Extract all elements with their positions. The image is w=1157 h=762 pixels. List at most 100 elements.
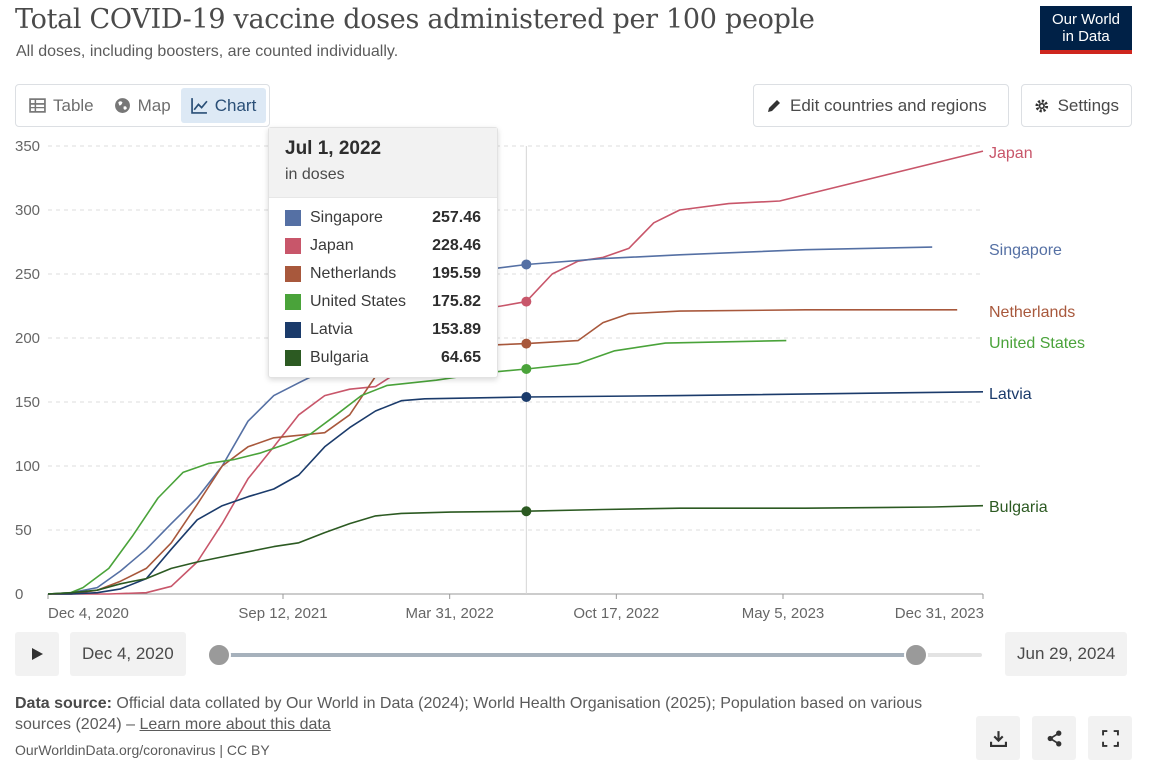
hover-point (521, 296, 532, 307)
table-icon (29, 98, 46, 113)
share-button[interactable] (1032, 716, 1076, 760)
series-end-label: Singapore (989, 242, 1062, 259)
timeline-start-date[interactable]: Dec 4, 2020 (70, 632, 186, 676)
data-source-text: Official data collated by Our World in D… (15, 695, 923, 733)
series-line-united-states (47, 339, 787, 595)
tooltip-series-value: 257.46 (432, 209, 481, 226)
y-tick-label: 0 (15, 586, 23, 603)
tooltip-unit: in doses (285, 166, 345, 183)
tooltip-series-value: 153.89 (432, 321, 481, 338)
chart-title: Total COVID-19 vaccine doses administere… (15, 4, 815, 35)
fullscreen-icon (1101, 729, 1119, 747)
line-chart-icon (190, 98, 208, 114)
tooltip-series-name: Bulgaria (310, 349, 369, 366)
series-line-bulgaria (47, 504, 984, 595)
timeline-slider[interactable] (207, 643, 982, 667)
timeline-start-handle[interactable] (207, 643, 231, 667)
x-tick-label: May 5, 2023 (742, 605, 825, 622)
x-tick-label: Dec 4, 2020 (48, 605, 129, 622)
chart-subtitle: All doses, including boosters, are count… (16, 43, 399, 60)
tooltip-series-value: 228.46 (432, 237, 481, 254)
timeline-track-selected (219, 653, 916, 657)
logo-line-2: in Data (1062, 28, 1110, 45)
tooltip-swatch (285, 238, 301, 254)
tooltip-row: Bulgaria 64.65 (285, 344, 481, 372)
series-end-label: Japan (989, 145, 1033, 162)
tooltip-row: Singapore 257.46 (285, 204, 481, 232)
tooltip-series-name: Netherlands (310, 265, 397, 282)
download-button[interactable] (976, 716, 1020, 760)
tooltip-swatch (285, 294, 301, 310)
tooltip-row: United States 175.82 (285, 288, 481, 316)
series-line-netherlands (48, 309, 958, 595)
edit-countries-label: Edit countries and regions (790, 95, 987, 115)
series-line-singapore (47, 246, 933, 595)
tab-table[interactable]: Table (19, 88, 104, 123)
play-button[interactable] (15, 632, 59, 676)
x-tick-label: Dec 31, 2023 (895, 605, 984, 622)
download-icon (989, 730, 1007, 747)
x-tick-label: Sep 12, 2021 (238, 605, 327, 622)
tooltip-swatch (285, 350, 301, 366)
y-tick-label: 150 (15, 394, 40, 411)
series-end-label: Netherlands (989, 304, 1075, 321)
settings-button[interactable]: Settings (1021, 84, 1132, 127)
tooltip-series-value: 195.59 (432, 265, 481, 282)
owid-logo[interactable]: Our World in Data (1040, 6, 1132, 54)
series-line-japan (48, 150, 984, 595)
hover-point (521, 259, 532, 270)
tab-table-label: Table (53, 95, 94, 115)
tooltip-row: Netherlands 195.59 (285, 260, 481, 288)
tooltip-swatch (285, 210, 301, 226)
hover-point (521, 338, 532, 349)
hover-tooltip: Jul 1, 2022 in doses Singapore 257.46 Japa… (268, 127, 498, 378)
y-tick-label: 50 (15, 522, 32, 539)
tooltip-series-name: United States (310, 293, 407, 310)
share-icon (1047, 730, 1061, 746)
tab-map[interactable]: Map (104, 88, 181, 123)
data-source: Data source: Official data collated by O… (15, 693, 955, 735)
y-tick-label: 200 (15, 330, 40, 347)
learn-more-link[interactable]: Learn more about this data (139, 716, 331, 733)
y-tick-label: 100 (15, 458, 40, 475)
settings-label: Settings (1057, 95, 1119, 115)
tooltip-row: Latvia 153.89 (285, 316, 481, 344)
tooltip-header: Jul 1, 2022 in doses (269, 128, 497, 198)
tooltip-series-value: 64.65 (440, 349, 481, 366)
data-source-label: Data source: (15, 695, 112, 712)
tooltip-swatch (285, 322, 301, 338)
tab-map-label: Map (137, 95, 171, 115)
timeline-end-handle[interactable] (903, 643, 928, 667)
tooltip-series-name: Latvia (310, 321, 353, 338)
tooltip-series-value: 175.82 (432, 293, 481, 310)
globe-icon (114, 98, 130, 113)
tab-chart[interactable]: Chart (180, 88, 267, 123)
line-chart[interactable]: 0 50 100 150 200 250 300 350 Dec 4, 2020 Sep 12, … (0, 128, 1157, 628)
hover-point (521, 363, 532, 374)
tooltip-row: Japan 228.46 (285, 232, 481, 260)
tooltip-series-name: Japan (310, 237, 354, 254)
tooltip-rows: Singapore 257.46 Japan 228.46 Netherlands 195… (269, 198, 497, 378)
series-line-latvia (48, 391, 984, 595)
tooltip-series-name: Singapore (310, 209, 383, 226)
edit-countries-button[interactable]: Edit countries and regions (753, 84, 1009, 127)
y-tick-label: 300 (15, 202, 40, 219)
hover-point (521, 392, 532, 403)
x-tick-label: Oct 17, 2022 (573, 605, 659, 622)
play-icon (32, 648, 43, 660)
y-tick-label: 350 (15, 138, 40, 155)
x-tick-label: Mar 31, 2022 (405, 605, 493, 622)
pencil-icon (768, 99, 780, 112)
tooltip-date: Jul 1, 2022 (285, 138, 382, 159)
gear-icon (1035, 99, 1049, 112)
fullscreen-button[interactable] (1088, 716, 1132, 760)
tooltip-swatch (285, 266, 301, 282)
view-tabs: Table Map Chart (15, 84, 271, 127)
timeline-end-date[interactable]: Jun 29, 2024 (1005, 632, 1128, 676)
hover-point (521, 506, 532, 517)
tab-chart-label: Chart (214, 95, 257, 115)
series-end-label: United States (989, 335, 1085, 352)
footer-attribution[interactable]: OurWorldinData.org/coronavirus | CC BY (15, 742, 270, 758)
y-tick-label: 250 (15, 266, 40, 283)
series-end-label: Latvia (989, 386, 1032, 403)
